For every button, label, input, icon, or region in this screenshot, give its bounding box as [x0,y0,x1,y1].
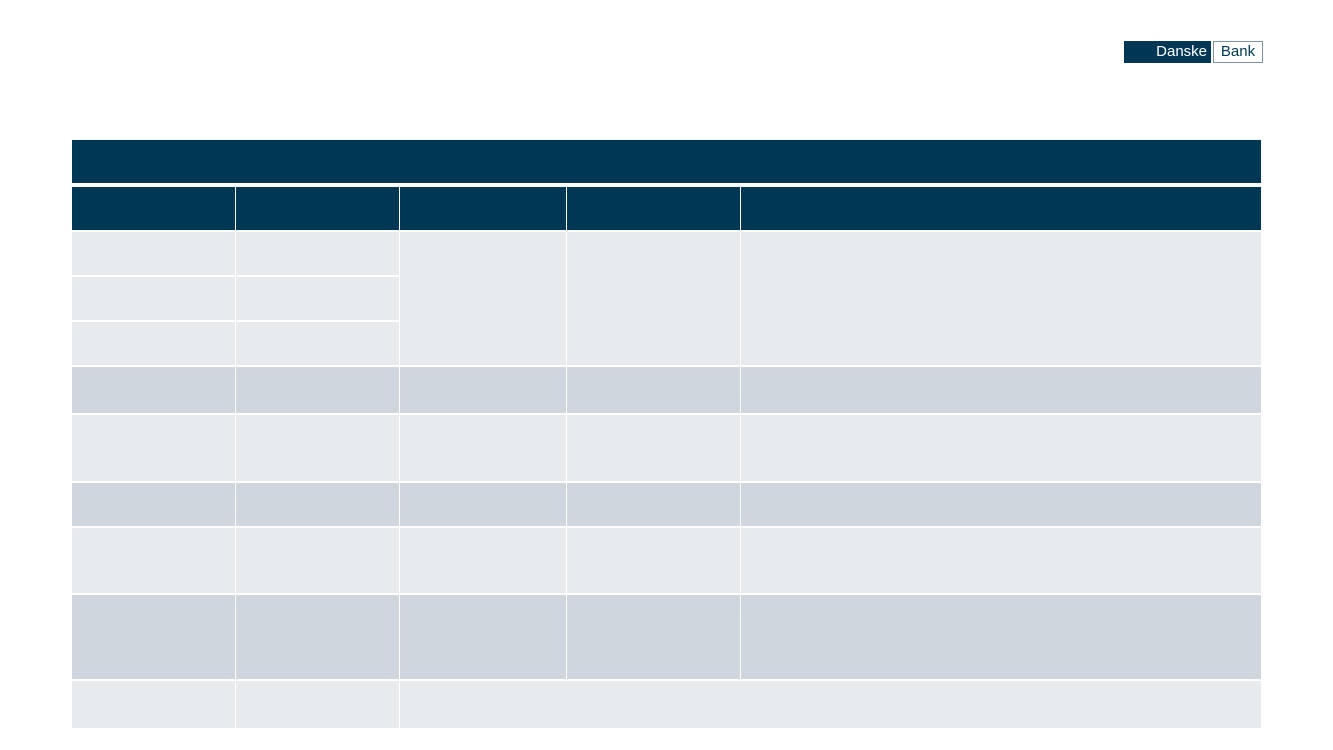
table-cell [236,277,399,320]
table-cell [400,681,1261,728]
table-cell [567,367,740,413]
table-cell [741,595,1261,679]
table-cell [567,415,740,481]
table-cell [72,232,235,275]
header-cell [72,187,235,230]
table-cell [741,415,1261,481]
table-cell [567,232,740,365]
table-cell [400,528,566,593]
header-cell [741,187,1261,230]
table-cell [72,483,235,526]
table-cell [567,483,740,526]
table-cell [236,415,399,481]
table-cell [741,483,1261,526]
table-cell [567,528,740,593]
header-cell [236,187,399,230]
table-cell [741,367,1261,413]
table-cell [400,367,566,413]
table-cell [72,528,235,593]
table-cell [72,415,235,481]
table-cell [236,528,399,593]
logo-right: Bank [1213,41,1263,63]
header-cell [400,187,566,230]
table-cell [741,528,1261,593]
table-cell [400,483,566,526]
table-cell [236,367,399,413]
table-cell [400,232,566,365]
table-cell [72,277,235,320]
table-cell [72,367,235,413]
table-cell [567,595,740,679]
table-cell [236,681,399,728]
table-cell [400,415,566,481]
table-cell [236,595,399,679]
logo-left: Danske [1124,41,1211,63]
table-cell [72,595,235,679]
table-cell [236,232,399,275]
header-cell [567,187,740,230]
table-cell [400,595,566,679]
table-cell [741,232,1261,365]
title-bar [72,140,1261,183]
table-cell [72,322,235,365]
table-cell [72,681,235,728]
table-cell [236,322,399,365]
table-cell [236,483,399,526]
